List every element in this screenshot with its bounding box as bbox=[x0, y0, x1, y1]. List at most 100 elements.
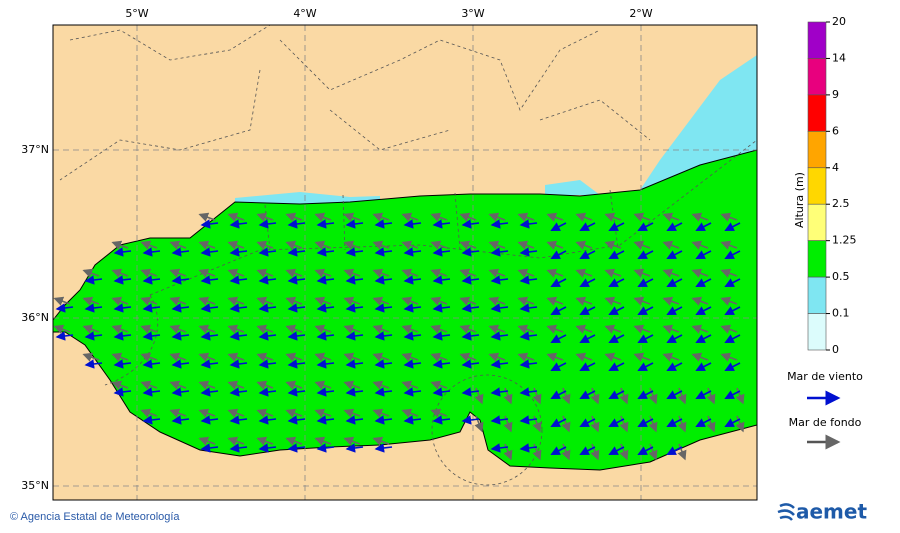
wind-arrow bbox=[519, 275, 538, 285]
wind-arrow bbox=[200, 331, 219, 341]
swell-arrow bbox=[430, 268, 448, 278]
swell-arrow bbox=[343, 324, 361, 334]
swell-arrow bbox=[517, 324, 535, 334]
wind-arrow bbox=[374, 331, 393, 341]
swell-arrow bbox=[430, 352, 448, 362]
swell-arrow bbox=[430, 240, 448, 250]
swell-arrow bbox=[604, 240, 622, 250]
wind-arrow bbox=[724, 278, 741, 287]
swell-arrow bbox=[488, 212, 506, 222]
wind-arrow bbox=[550, 446, 567, 455]
swell-arrow bbox=[140, 268, 158, 278]
swell-arrow bbox=[691, 268, 709, 278]
wind-arrow bbox=[142, 387, 161, 397]
color-step bbox=[807, 167, 827, 205]
wind-arrow bbox=[403, 219, 422, 229]
wind-arrow bbox=[550, 334, 567, 343]
swell-arrow bbox=[285, 408, 303, 418]
wind-arrow bbox=[142, 275, 161, 285]
wind-arrow bbox=[695, 222, 712, 231]
wind-arrow bbox=[287, 275, 306, 285]
swell-arrow bbox=[314, 324, 332, 334]
wind-arrow bbox=[142, 303, 161, 313]
swell-arrow bbox=[314, 436, 332, 446]
wind-arrow bbox=[171, 359, 190, 369]
wind-arrow bbox=[171, 415, 190, 425]
wind-arrow bbox=[113, 247, 132, 257]
wind-arrow bbox=[229, 443, 248, 453]
swell-arrow bbox=[401, 212, 419, 222]
swell-arrow bbox=[82, 352, 100, 362]
wind-arrow bbox=[316, 331, 335, 341]
wind-arrow bbox=[461, 247, 480, 257]
wind-arrow bbox=[200, 359, 219, 369]
wind-arrow bbox=[519, 219, 538, 229]
swell-arrow bbox=[314, 240, 332, 250]
wind-arrow bbox=[490, 303, 509, 313]
swell-arrow bbox=[285, 268, 303, 278]
swell-arrow bbox=[256, 380, 274, 390]
wind-arrow bbox=[461, 275, 480, 285]
wind-arrow bbox=[403, 415, 422, 425]
swell-arrow bbox=[256, 268, 274, 278]
wind-arrow bbox=[403, 275, 422, 285]
swell-arrow bbox=[430, 212, 448, 222]
wind-arrow bbox=[695, 334, 712, 343]
wind-arrow bbox=[519, 331, 538, 341]
swell-arrow bbox=[140, 408, 158, 418]
swell-arrow bbox=[735, 387, 745, 405]
colorbar-label: 9 bbox=[832, 88, 839, 101]
wind-arrow bbox=[113, 331, 132, 341]
wind-arrow bbox=[258, 415, 277, 425]
swell-arrow bbox=[720, 296, 738, 306]
wind-arrow bbox=[432, 331, 451, 341]
swell-arrow bbox=[169, 324, 187, 334]
wind-arrow bbox=[171, 331, 190, 341]
wind-arrow bbox=[171, 303, 190, 313]
swell-arrow bbox=[546, 212, 564, 222]
swell-arrow bbox=[633, 212, 651, 222]
wind-arrow bbox=[608, 222, 625, 231]
wind-arrow bbox=[403, 387, 422, 397]
swell-arrow bbox=[633, 296, 651, 306]
swell-arrow bbox=[198, 436, 216, 446]
swell-arrow bbox=[662, 296, 680, 306]
wind-arrow bbox=[258, 387, 277, 397]
wind-arrow bbox=[403, 303, 422, 313]
swell-arrow bbox=[720, 324, 738, 334]
color-step bbox=[807, 203, 827, 241]
swell-arrow bbox=[720, 240, 738, 250]
wind-arrow bbox=[258, 359, 277, 369]
wind-arrow bbox=[345, 247, 364, 257]
wind-arrow bbox=[200, 387, 219, 397]
colorbar-label: 14 bbox=[832, 51, 846, 64]
swell-arrow bbox=[459, 324, 477, 334]
wave-arrows bbox=[53, 212, 745, 461]
swell-arrow bbox=[169, 380, 187, 390]
swell-arrow bbox=[343, 296, 361, 306]
wind-arrow bbox=[200, 275, 219, 285]
swell-arrow bbox=[256, 436, 274, 446]
swell-arrow bbox=[169, 268, 187, 278]
swell-arrow bbox=[343, 436, 361, 446]
map bbox=[53, 25, 757, 500]
wind-arrow bbox=[374, 443, 393, 453]
swell-arrow bbox=[314, 212, 332, 222]
lon-label: 3°W bbox=[461, 7, 484, 20]
swell-arrow bbox=[285, 324, 303, 334]
wind-arrow bbox=[461, 303, 480, 313]
wind-arrow bbox=[666, 250, 683, 259]
swell-arrow bbox=[691, 352, 709, 362]
wind-arrow bbox=[550, 390, 567, 399]
wind-arrow bbox=[142, 415, 161, 425]
wind-arrow bbox=[374, 359, 393, 369]
swell-arrow bbox=[691, 296, 709, 306]
wind-arrow bbox=[345, 303, 364, 313]
swell-arrow bbox=[575, 296, 593, 306]
color-step bbox=[807, 131, 827, 169]
swell-arrow bbox=[372, 268, 390, 278]
swell-arrow bbox=[111, 380, 129, 390]
wind-arrow bbox=[579, 278, 596, 287]
swell-arrow bbox=[372, 408, 390, 418]
swell-arrow bbox=[198, 380, 216, 390]
